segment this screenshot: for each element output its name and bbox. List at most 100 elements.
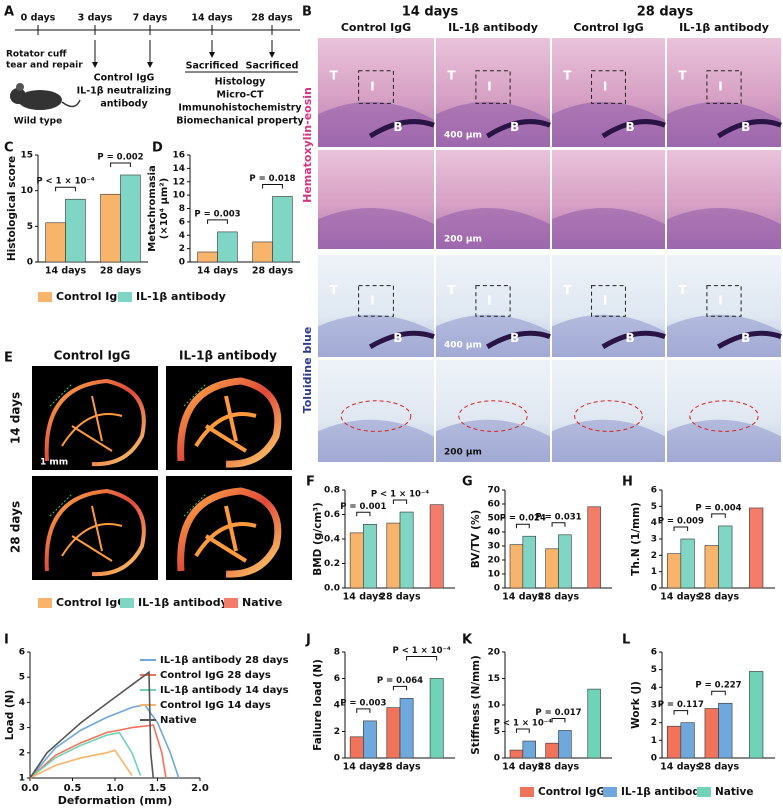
y-tick-label: 8	[179, 204, 185, 214]
y-tick-label: 1	[651, 736, 657, 746]
y-tick-label: 16	[172, 151, 185, 161]
arrow-head	[92, 62, 98, 68]
y-tick-label: 4	[179, 231, 185, 241]
p-value: P < 1 × 10⁻⁴	[371, 490, 430, 500]
stain-label: Toluidine blue	[301, 327, 314, 414]
bar	[704, 708, 719, 759]
sacrificed-label: Sacrificed	[186, 61, 239, 72]
tissue-label: I	[718, 293, 722, 307]
trabecular	[61, 505, 123, 562]
tissue-label: B	[510, 120, 519, 134]
panel-letter: F	[306, 475, 315, 490]
legend-label: Native	[715, 786, 753, 798]
y-tick-label: 6	[19, 648, 25, 658]
y-tick-label: 6	[179, 217, 185, 227]
tissue-label: I	[603, 293, 607, 307]
bar	[749, 671, 764, 759]
load-curve	[29, 731, 142, 779]
y-tick-label: 0	[27, 258, 33, 268]
timeline-day: 14 days	[191, 13, 233, 24]
x-tick-label: 1.5	[149, 783, 167, 794]
surgery-label: Rotator cuff	[6, 50, 67, 60]
x-tick-label: 28 days	[100, 266, 142, 277]
timeline-day: 3 days	[78, 13, 113, 24]
legend-swatch	[118, 292, 132, 302]
roi-outline	[458, 400, 528, 432]
bar	[522, 740, 536, 759]
y-tick-label: 40	[487, 528, 500, 538]
y-tick-label: 4	[19, 698, 25, 708]
bar	[666, 553, 682, 589]
roi-marker	[183, 493, 207, 517]
legend-swatch	[120, 598, 134, 608]
panel-letter: A	[4, 5, 14, 20]
legend-label: Control IgG 28 days	[160, 670, 271, 681]
bone-edge	[601, 330, 666, 349]
y-axis-label: Metachromasia	[147, 165, 158, 251]
y-tick-label: 5	[651, 502, 657, 512]
y-tick-label: 10	[172, 191, 185, 201]
tissue-label: B	[741, 120, 750, 134]
y-tick-label: 1	[651, 567, 657, 577]
significance-bracket	[673, 710, 689, 715]
roi-box	[591, 285, 626, 317]
mouse-tail	[61, 99, 81, 108]
load-curve	[29, 670, 155, 779]
p-value: P = 0.002	[97, 152, 143, 162]
load-curve	[29, 704, 180, 779]
significance-bracket	[711, 513, 726, 518]
p-value: P = 0.001	[340, 502, 386, 512]
tissue-band	[436, 208, 550, 249]
legend-label: Control IgG	[538, 786, 605, 798]
y-tick-label: 60	[487, 500, 500, 510]
analysis-label: Immunohistochemistry	[178, 103, 302, 114]
y-axis-label: Work (J)	[630, 681, 642, 729]
x-tick-label: 1.0	[106, 783, 124, 794]
timepoint-label: 14 days	[9, 392, 23, 444]
tissue-band	[552, 314, 665, 357]
significance-bracket	[356, 708, 371, 713]
y-tick-label: 0.8	[324, 486, 340, 496]
significance-bracket	[55, 186, 76, 192]
tissue-band	[318, 208, 434, 249]
trabecular	[194, 395, 257, 453]
tissue-label: T	[330, 283, 339, 297]
panel-letter: I	[4, 633, 9, 648]
legend-label: Native	[160, 715, 197, 726]
bar	[120, 174, 141, 263]
timepoint-label: 28 days	[9, 501, 23, 553]
roi-marker	[183, 383, 207, 407]
p-value: P = 0.031	[535, 512, 581, 522]
legend-swatch	[520, 787, 534, 797]
tissue-band	[552, 208, 665, 249]
bar	[509, 749, 524, 759]
tissue-label: T	[447, 283, 456, 297]
tissue-label: I	[487, 293, 491, 307]
bone-outline	[44, 378, 146, 467]
legend-swatch	[38, 598, 52, 608]
x-tick-label: 14 days	[660, 592, 702, 603]
y-tick-label: 4	[334, 701, 340, 711]
bar	[399, 511, 414, 589]
roi-marker	[49, 493, 73, 517]
scale-bar-label: 1 mm	[40, 458, 68, 468]
p-value: P < 1 × 10⁻⁴	[494, 719, 553, 729]
bar	[545, 742, 559, 759]
arrow-head	[209, 52, 215, 58]
significance-bracket	[110, 162, 131, 167]
bar	[363, 720, 377, 759]
bar	[558, 534, 572, 589]
bar	[197, 251, 218, 263]
timeline-day: 7 days	[133, 13, 168, 24]
mouse-body	[18, 90, 62, 110]
roi-box	[475, 70, 511, 104]
y-tick-label: 0.0	[324, 584, 340, 594]
panel-letter: G	[462, 475, 473, 490]
x-tick-label: 14 days	[197, 266, 239, 277]
legend-label: IL-1β antibody 28 days	[160, 655, 289, 666]
roi-box	[358, 285, 394, 317]
bar	[386, 707, 401, 759]
tissue-label: B	[625, 331, 634, 345]
legend-label: IL-1β antibody 14 days	[160, 685, 289, 696]
y-axis-label: Histological score	[6, 156, 18, 261]
